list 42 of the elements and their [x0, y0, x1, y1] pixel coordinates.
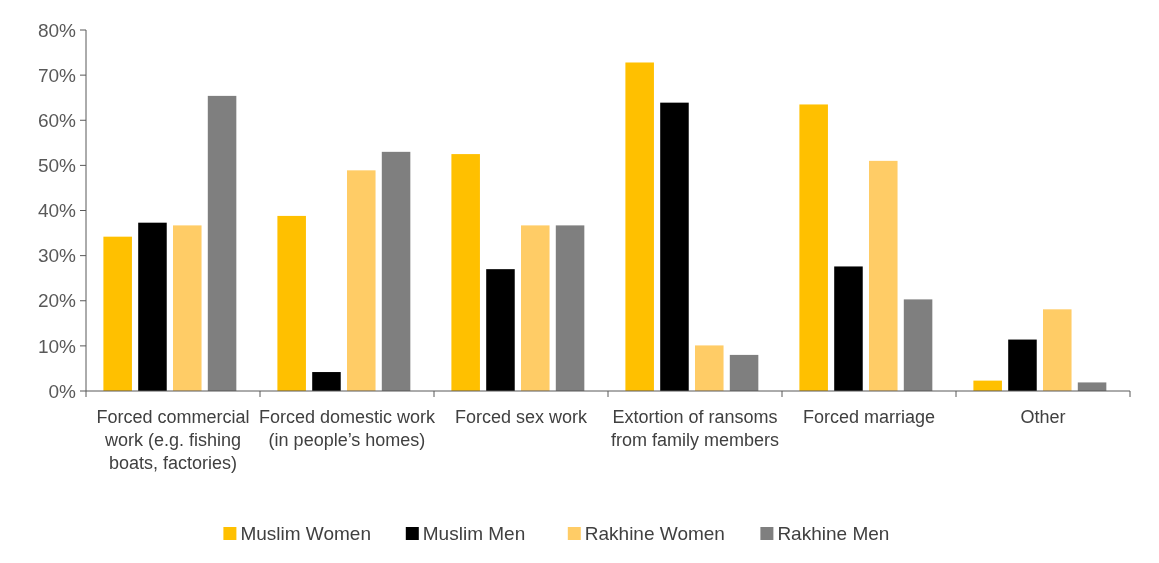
bar — [173, 225, 202, 391]
y-tick-label: 60% — [37, 109, 77, 131]
bar — [1077, 382, 1107, 391]
bar — [625, 62, 654, 391]
legend-label: Muslim Women — [240, 523, 371, 544]
bar — [381, 151, 411, 391]
y-tick-label: 20% — [37, 290, 77, 312]
y-tick-label: 70% — [37, 64, 77, 86]
x-tick-label: Forced commercial work (e.g. fishing boats, factories) — [96, 407, 250, 473]
y-tick-label: 10% — [37, 335, 77, 357]
bar — [277, 215, 306, 391]
bar — [138, 222, 167, 391]
legend-label: Muslim Men — [422, 523, 526, 544]
bar — [1008, 339, 1037, 391]
y-tick-label: 0% — [48, 380, 77, 402]
bar — [486, 269, 515, 391]
bar — [207, 95, 237, 391]
x-tick-label: Forced domestic work (in people’s homes) — [258, 407, 437, 450]
x-tick-label: Forced sex work — [454, 407, 589, 427]
bar — [729, 354, 759, 391]
bar — [903, 299, 933, 391]
y-tick-label: 50% — [37, 155, 77, 177]
legend-label: Rakhine Women — [584, 523, 725, 544]
bar — [347, 170, 376, 391]
y-tick-label: 30% — [37, 245, 77, 267]
x-tick-label: Forced marriage — [802, 407, 936, 427]
bar — [103, 236, 132, 391]
bar — [1043, 309, 1072, 391]
x-tick-label: Other — [1020, 407, 1066, 427]
y-tick-label: 80% — [37, 19, 77, 41]
y-tick-label: 40% — [37, 200, 77, 222]
bar — [799, 104, 828, 391]
bar — [695, 345, 724, 391]
bar — [869, 160, 898, 391]
x-tick-label: Extortion of ransoms from family members — [610, 407, 780, 450]
bar — [521, 225, 550, 391]
bar — [555, 225, 585, 391]
bar — [451, 154, 480, 391]
legend-label: Rakhine Men — [777, 523, 890, 544]
bar — [834, 266, 863, 391]
bar — [312, 372, 341, 391]
bar — [660, 102, 689, 391]
